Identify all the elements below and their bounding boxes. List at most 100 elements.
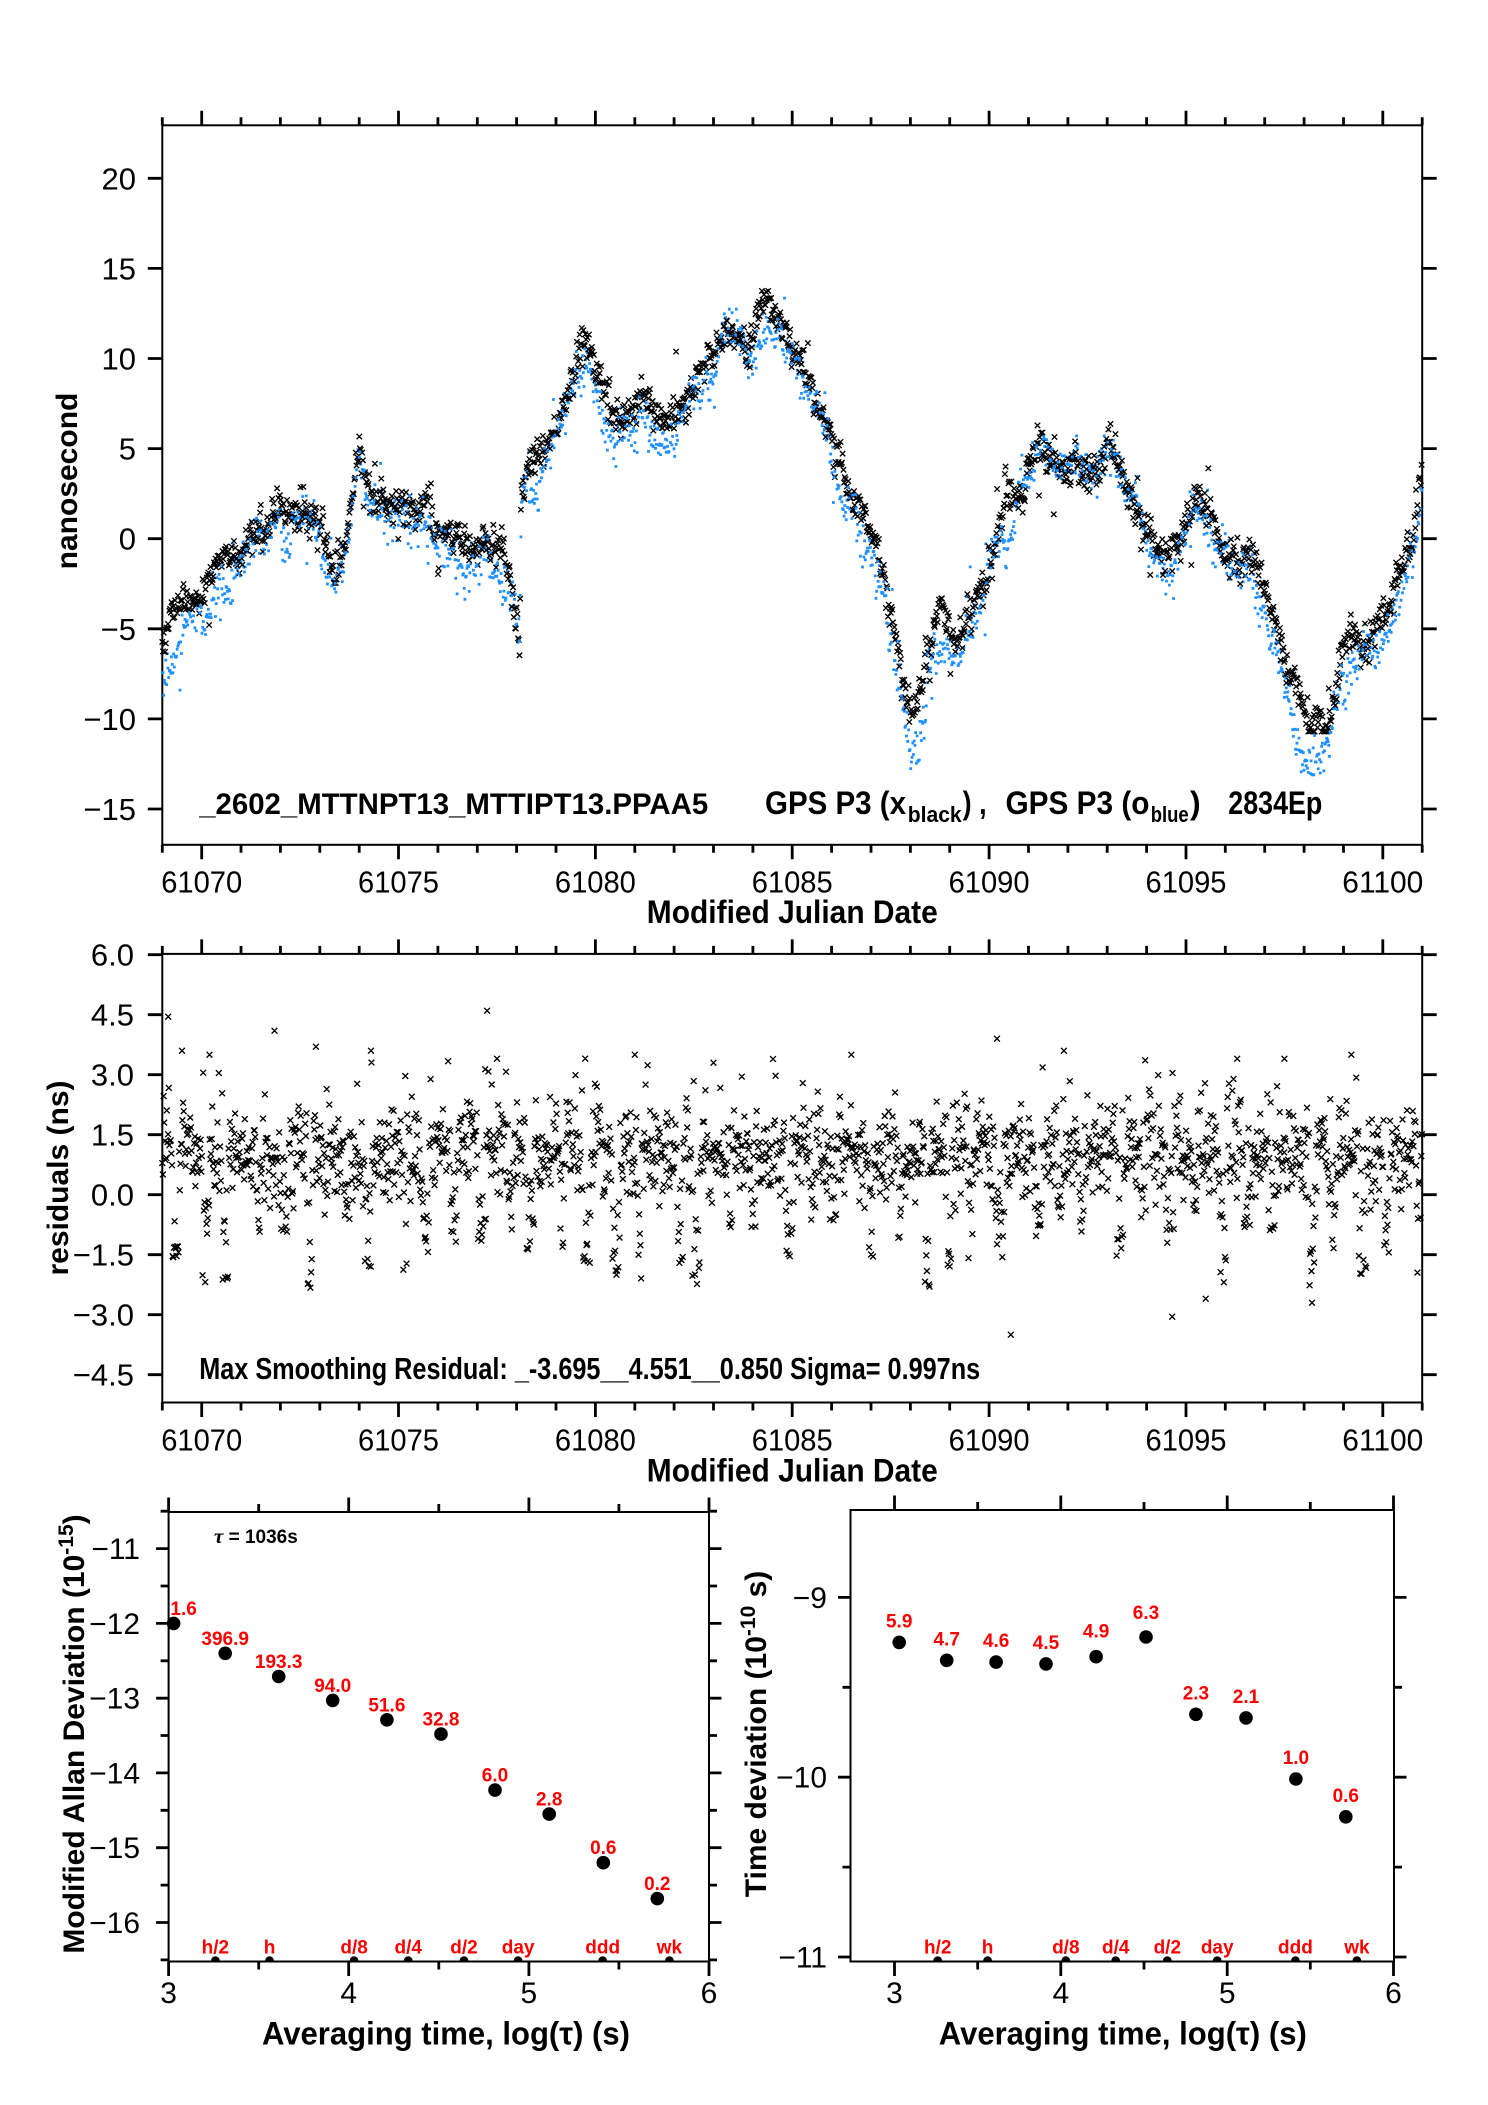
svg-text:d/4: d/4 (394, 1938, 422, 1959)
svg-text:Max Smoothing Residual: _-3.69: Max Smoothing Residual: _-3.695__4.551__… (199, 1351, 980, 1386)
svg-text:GPS P3 (x: GPS P3 (x (765, 785, 906, 821)
svg-text:−15: −15 (89, 1832, 140, 1865)
svg-text:−16: −16 (89, 1907, 140, 1940)
svg-text:) ,: ) , (963, 785, 987, 821)
svg-text:2834Ep: 2834Ep (1228, 785, 1322, 821)
svg-text:4: 4 (1052, 1977, 1069, 2010)
svg-text:20: 20 (102, 161, 136, 196)
svg-text:h/2: h/2 (202, 1938, 229, 1959)
svg-text:Modified Julian Date: Modified Julian Date (647, 1452, 938, 1488)
svg-text:Modified Allan Deviation (10-1: Modified Allan Deviation (10-15) (55, 1514, 91, 1953)
svg-text:_2602_MTTNPT13_MTTIPT13.PPAA5: _2602_MTTNPT13_MTTIPT13.PPAA5 (198, 788, 708, 821)
svg-text:GPS P3 (o: GPS P3 (o (1006, 785, 1150, 821)
svg-text:Averaging time, log(τ) (s): Averaging time, log(τ) (s) (939, 2016, 1307, 2052)
svg-text:1.5: 1.5 (91, 1118, 134, 1153)
svg-text:5.9: 5.9 (886, 1611, 912, 1632)
svg-text:d/2: d/2 (450, 1938, 477, 1959)
svg-text:residuals (ns): residuals (ns) (42, 1080, 75, 1275)
svg-text:4: 4 (340, 1977, 357, 2010)
svg-text:−13: −13 (89, 1683, 140, 1716)
svg-text:ddd: ddd (585, 1938, 620, 1959)
svg-text:−1.5: −1.5 (73, 1238, 134, 1273)
svg-text:61085: 61085 (752, 865, 833, 900)
svg-text:61075: 61075 (358, 865, 439, 900)
svg-text:−10: −10 (776, 1762, 827, 1795)
svg-text:61100: 61100 (1342, 865, 1423, 900)
svg-text:d/4: d/4 (1102, 1938, 1130, 1959)
svg-text:−12: −12 (89, 1608, 140, 1641)
svg-text:h: h (264, 1938, 276, 1959)
svg-text:3: 3 (160, 1977, 177, 2010)
svg-text:0.2: 0.2 (644, 1874, 670, 1895)
svg-text:4.7: 4.7 (933, 1629, 959, 1650)
svg-text:61080: 61080 (555, 1423, 636, 1458)
svg-text:0.0: 0.0 (91, 1178, 134, 1213)
svg-text:3.0: 3.0 (91, 1058, 134, 1093)
svg-text:day: day (1201, 1938, 1234, 1959)
svg-text:10: 10 (102, 342, 136, 377)
svg-text:−10: −10 (83, 702, 136, 737)
svg-text:wk: wk (1343, 1938, 1370, 1959)
svg-text:4.5: 4.5 (1033, 1633, 1060, 1654)
svg-text:61100: 61100 (1342, 1423, 1423, 1458)
svg-text:0.6: 0.6 (1333, 1786, 1359, 1807)
svg-text:−3.0: −3.0 (73, 1298, 134, 1333)
svg-text:d/2: d/2 (1154, 1938, 1181, 1959)
svg-text:day: day (502, 1938, 535, 1959)
svg-text:61075: 61075 (358, 1423, 439, 1458)
svg-text:61095: 61095 (1146, 865, 1227, 900)
svg-text:6.0: 6.0 (482, 1766, 508, 1787)
svg-text:2.1: 2.1 (1233, 1687, 1260, 1708)
svg-text:d/8: d/8 (1052, 1938, 1079, 1959)
svg-text:61090: 61090 (949, 865, 1030, 900)
svg-text:6: 6 (1385, 1977, 1402, 2010)
svg-text:h/2: h/2 (924, 1938, 951, 1959)
svg-text:2.3: 2.3 (1183, 1683, 1209, 1704)
svg-text:h: h (982, 1938, 994, 1959)
svg-text:−11: −11 (91, 1533, 140, 1566)
svg-text:61070: 61070 (161, 865, 242, 900)
svg-text:−5: −5 (101, 612, 136, 647)
svg-text:blue: blue (1151, 802, 1189, 827)
svg-text:32.8: 32.8 (423, 1710, 460, 1731)
svg-text:61095: 61095 (1146, 1423, 1227, 1458)
svg-text:5: 5 (521, 1977, 538, 2010)
svg-text:): ) (1190, 785, 1201, 821)
svg-text:−15: −15 (83, 792, 136, 827)
svg-text:wk: wk (656, 1938, 683, 1959)
svg-text:0.6: 0.6 (590, 1838, 616, 1859)
svg-text:−9: −9 (793, 1582, 827, 1615)
svg-text:6: 6 (701, 1977, 718, 2010)
svg-text:6.3: 6.3 (1133, 1603, 1159, 1624)
svg-text:0: 0 (119, 522, 136, 557)
svg-text:5: 5 (1219, 1977, 1236, 2010)
svg-text:61085: 61085 (752, 1423, 833, 1458)
svg-text:−14: −14 (89, 1757, 140, 1790)
svg-text:black: black (908, 802, 963, 827)
svg-text:61070: 61070 (161, 1423, 242, 1458)
svg-text:3: 3 (886, 1977, 903, 2010)
svg-text:61090: 61090 (949, 1423, 1030, 1458)
svg-text:61080: 61080 (555, 865, 636, 900)
svg-text:4.9: 4.9 (1083, 1622, 1109, 1643)
svg-text:ddd: ddd (1278, 1938, 1313, 1959)
svg-text:4.5: 4.5 (91, 998, 134, 1033)
svg-text:τ = 1036s: τ = 1036s (214, 1524, 298, 1548)
svg-text:−4.5: −4.5 (73, 1358, 134, 1393)
svg-text:Modified Julian Date: Modified Julian Date (647, 894, 938, 930)
svg-text:1.0: 1.0 (1283, 1748, 1309, 1769)
svg-text:1.6: 1.6 (170, 1599, 196, 1620)
svg-text:94.0: 94.0 (314, 1676, 351, 1697)
svg-text:5: 5 (119, 432, 136, 467)
svg-text:6.0: 6.0 (91, 938, 134, 973)
svg-text:51.6: 51.6 (368, 1695, 405, 1716)
svg-text:15: 15 (102, 251, 136, 286)
svg-text:d/8: d/8 (340, 1938, 367, 1959)
svg-text:2.8: 2.8 (536, 1790, 562, 1811)
svg-text:−11: −11 (778, 1942, 827, 1975)
svg-text:193.3: 193.3 (255, 1652, 303, 1673)
svg-text:4.6: 4.6 (983, 1631, 1009, 1652)
svg-text:Averaging time, log(τ) (s): Averaging time, log(τ) (s) (262, 2016, 630, 2052)
svg-text:nanosecond: nanosecond (51, 393, 84, 570)
svg-text:396.9: 396.9 (201, 1629, 249, 1650)
